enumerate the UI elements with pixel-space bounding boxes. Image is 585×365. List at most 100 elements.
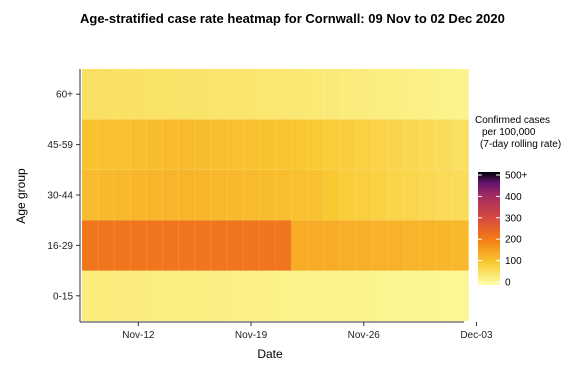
- heatmap-cell: [210, 169, 228, 221]
- legend-tick-label: 400: [505, 192, 522, 203]
- heatmap-cell: [387, 270, 405, 321]
- heatmap-cell: [114, 119, 131, 170]
- heatmap-cell: [323, 169, 340, 221]
- heatmap-cell: [404, 169, 421, 221]
- heatmap-cell: [436, 169, 453, 221]
- heatmap-cell: [162, 169, 179, 221]
- heatmap-cell: [210, 220, 228, 271]
- heatmap-cell: [355, 119, 373, 170]
- heatmap-cell: [420, 220, 437, 271]
- heatmap-cell: [452, 119, 469, 170]
- heatmap-cell: [291, 119, 308, 170]
- heatmap-cell: [146, 119, 163, 170]
- heatmap-cell: [210, 270, 228, 321]
- heatmap-cell: [371, 270, 389, 321]
- heatmap-cell: [130, 270, 147, 321]
- heatmap-cell: [98, 270, 115, 321]
- heatmap-cell: [130, 169, 147, 221]
- x-tick-label: Nov-26: [348, 330, 381, 341]
- heatmap-cell: [114, 220, 131, 271]
- legend-title-line: Confirmed cases: [475, 115, 550, 126]
- heatmap-cell: [259, 220, 276, 271]
- heatmap-cell: [275, 169, 292, 221]
- heatmap-cell: [307, 119, 324, 170]
- heatmap-cell: [371, 69, 389, 120]
- heatmap-cell: [371, 220, 389, 271]
- legend-colorbar: [478, 172, 500, 285]
- heatmap-cells: [81, 69, 469, 321]
- heatmap-cell: [387, 220, 405, 271]
- heatmap-cell: [162, 119, 179, 170]
- x-axis-title: Date: [257, 347, 283, 361]
- heatmap-cell: [404, 270, 421, 321]
- heatmap-cell: [178, 169, 195, 221]
- heatmap-cell: [371, 169, 389, 221]
- heatmap-cell: [243, 270, 260, 321]
- heatmap-cell: [82, 69, 99, 120]
- heatmap-cell: [275, 220, 292, 271]
- heatmap-cell: [178, 69, 195, 120]
- heatmap-cell: [259, 169, 276, 221]
- heatmap-cell: [243, 169, 260, 221]
- heatmap-cell: [323, 119, 340, 170]
- heatmap-cell: [210, 69, 228, 120]
- heatmap-cell: [307, 169, 324, 221]
- legend-tick-label: 300: [505, 213, 522, 224]
- heatmap-cell: [339, 270, 356, 321]
- y-tick-label: 45-59: [47, 140, 73, 151]
- heatmap-cell: [291, 270, 308, 321]
- heatmap-cell: [259, 69, 276, 120]
- heatmap-cell: [259, 119, 276, 170]
- chart-title: Age-stratified case rate heatmap for Cor…: [80, 11, 505, 26]
- legend-tick-label: 500+: [505, 171, 528, 182]
- y-axis-title: Age group: [14, 168, 28, 224]
- x-tick-label: Nov-19: [235, 330, 268, 341]
- legend-title-line: (7-day rolling rate): [480, 139, 561, 150]
- heatmap-cell: [226, 119, 244, 170]
- heatmap-cell: [452, 69, 469, 120]
- y-tick-label: 60+: [56, 90, 73, 101]
- heatmap-cell: [420, 119, 437, 170]
- heatmap-cell: [275, 69, 292, 120]
- heatmap-cell: [178, 119, 195, 170]
- x-tick-label: Dec-03: [460, 330, 493, 341]
- y-tick-label: 0-15: [53, 291, 73, 302]
- heatmap-cell: [323, 270, 340, 321]
- heatmap-cell: [452, 220, 469, 271]
- heatmap-cell: [162, 270, 179, 321]
- legend-tick-label: 100: [505, 256, 522, 267]
- heatmap-cell: [355, 270, 373, 321]
- heatmap-cell: [226, 270, 244, 321]
- heatmap-cell: [178, 220, 195, 271]
- heatmap-cell: [420, 270, 437, 321]
- heatmap-cell: [82, 220, 99, 271]
- heatmap-cell: [82, 169, 99, 221]
- heatmap-cell: [194, 270, 212, 321]
- heatmap-cell: [259, 270, 276, 321]
- heatmap-cell: [387, 119, 405, 170]
- heatmap-cell: [194, 169, 212, 221]
- heatmap-cell: [339, 69, 356, 120]
- heatmap-cell: [307, 69, 324, 120]
- heatmap-cell: [339, 169, 356, 221]
- heatmap-cell: [98, 119, 115, 170]
- heatmap-cell: [162, 220, 179, 271]
- heatmap-cell: [146, 270, 163, 321]
- legend-title-line: per 100,000: [482, 127, 536, 138]
- heatmap-cell: [307, 270, 324, 321]
- heatmap-cell: [420, 169, 437, 221]
- heatmap-cell: [452, 270, 469, 321]
- heatmap-cell: [387, 169, 405, 221]
- heatmap-cell: [130, 69, 147, 120]
- heatmap-cell: [404, 119, 421, 170]
- heatmap-cell: [436, 220, 453, 271]
- heatmap-cell: [226, 220, 244, 271]
- heatmap-cell: [226, 169, 244, 221]
- heatmap-cell: [226, 69, 244, 120]
- heatmap-cell: [146, 69, 163, 120]
- heatmap-cell: [194, 69, 212, 120]
- legend-tick-label: 0: [505, 278, 511, 289]
- x-tick-label: Nov-12: [122, 330, 155, 341]
- heatmap-cell: [436, 69, 453, 120]
